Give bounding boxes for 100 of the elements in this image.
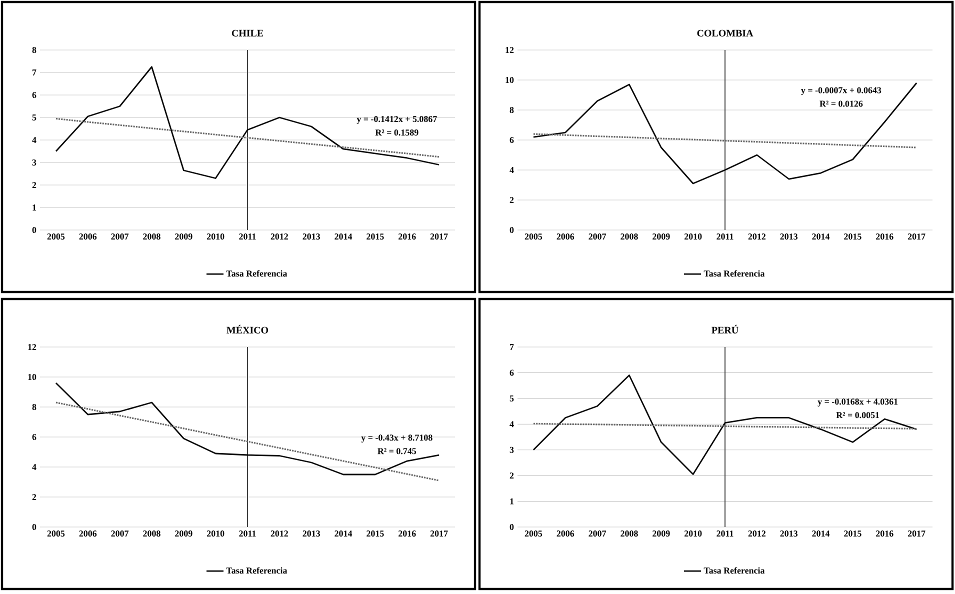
x-tick-label: 2014 xyxy=(812,234,830,240)
annotation: R² = 0.1589 xyxy=(375,129,418,136)
x-tick-label: 2008 xyxy=(143,234,160,240)
x-tick-label: 2015 xyxy=(844,234,862,240)
x-tick-label: 2013 xyxy=(780,530,798,537)
x-tick-label: 2006 xyxy=(79,530,97,537)
x-tick-label: 2009 xyxy=(652,234,670,240)
x-tick-label: 2008 xyxy=(143,530,160,537)
x-tick-label: 2007 xyxy=(111,530,129,537)
y-tick-label: 4 xyxy=(510,421,514,428)
x-tick-label: 2010 xyxy=(684,234,702,240)
annotation: y = -0.43x + 8.7108 xyxy=(361,434,432,442)
y-tick-label: 3 xyxy=(32,159,36,166)
y-tick-label: 2 xyxy=(510,197,514,203)
y-tick-label: 6 xyxy=(510,370,514,376)
chart-title: COLOMBIA xyxy=(697,30,754,36)
x-tick-label: 2005 xyxy=(524,530,542,537)
y-tick-label: 1 xyxy=(32,204,36,210)
x-tick-label: 2013 xyxy=(302,530,320,537)
annotation: R² = 0.745 xyxy=(378,448,416,454)
x-tick-label: 2012 xyxy=(748,530,766,537)
legend-label: Tasa Referencia xyxy=(704,567,765,574)
x-tick-label: 2011 xyxy=(239,530,256,537)
y-tick-label: 12 xyxy=(506,47,514,53)
x-tick-label: 2013 xyxy=(780,234,798,240)
y-tick-label: 4 xyxy=(510,167,514,173)
x-tick-label: 2007 xyxy=(588,234,606,240)
x-tick-label: 2017 xyxy=(908,530,926,537)
x-tick-label: 2012 xyxy=(270,530,288,537)
y-tick-label: 0 xyxy=(32,524,36,530)
x-tick-label: 2014 xyxy=(812,530,830,537)
x-tick-label: 2015 xyxy=(844,530,862,537)
legend-label: Tasa Referencia xyxy=(704,270,765,277)
line-series xyxy=(55,382,440,476)
x-tick-label: 2015 xyxy=(366,234,384,240)
y-tick-label: 8 xyxy=(32,46,36,54)
y-tick-label: 4 xyxy=(32,464,36,470)
x-tick-label: 2007 xyxy=(111,234,129,240)
y-tick-label: 2 xyxy=(510,472,514,479)
y-tick-label: 5 xyxy=(510,395,514,402)
y-tick-label: 10 xyxy=(28,374,36,380)
line-series xyxy=(532,82,918,184)
x-tick-label: 2010 xyxy=(206,234,224,240)
x-tick-label: 2014 xyxy=(334,234,352,240)
line-series xyxy=(532,133,918,148)
x-tick-label: 2014 xyxy=(334,530,352,537)
x-tick-label: 2017 xyxy=(908,234,926,240)
y-tick-label: 7 xyxy=(510,344,514,350)
y-tick-label: 4 xyxy=(32,137,36,143)
x-tick-label: 2017 xyxy=(430,234,448,240)
y-tick-label: 6 xyxy=(32,92,36,98)
line-series xyxy=(532,374,918,475)
x-tick-label: 2010 xyxy=(206,530,224,537)
y-tick-label: 0 xyxy=(510,226,514,234)
chart-title: MÉXICO xyxy=(226,324,268,334)
x-tick-label: 2015 xyxy=(366,530,384,537)
x-tick-label: 2009 xyxy=(175,530,192,537)
x-tick-label: 2008 xyxy=(620,530,638,537)
y-tick-label: 0 xyxy=(32,226,36,234)
x-tick-label: 2012 xyxy=(270,234,288,240)
annotation: y = -0.1412x + 5.0867 xyxy=(356,116,437,124)
x-tick-label: 2007 xyxy=(588,530,606,537)
x-tick-label: 2013 xyxy=(302,234,320,240)
y-tick-label: 2 xyxy=(32,182,36,188)
x-tick-label: 2005 xyxy=(47,234,65,240)
x-tick-label: 2017 xyxy=(430,530,448,537)
y-tick-label: 0 xyxy=(510,524,514,530)
y-tick-label: 10 xyxy=(506,76,514,84)
x-tick-label: 2012 xyxy=(748,234,766,240)
y-tick-label: 7 xyxy=(32,70,36,76)
chart-title: CHILE xyxy=(232,30,264,36)
x-tick-label: 2006 xyxy=(556,234,574,240)
x-tick-label: 2016 xyxy=(876,530,894,537)
line-series xyxy=(55,402,440,482)
y-tick-label: 1 xyxy=(510,498,514,504)
annotation: y = -0.0168x + 4.0361 xyxy=(818,398,898,406)
annotation: y = -0.0007x + 0.0643 xyxy=(801,87,882,96)
y-tick-label: 8 xyxy=(32,404,36,410)
x-tick-label: 2016 xyxy=(398,530,416,537)
y-tick-label: 12 xyxy=(28,344,36,350)
x-tick-label: 2006 xyxy=(79,234,97,240)
x-tick-label: 2008 xyxy=(620,234,638,240)
x-tick-label: 2011 xyxy=(239,234,256,240)
x-tick-label: 2005 xyxy=(524,234,542,240)
x-tick-label: 2006 xyxy=(556,530,574,537)
legend-label: Tasa Referencia xyxy=(226,270,288,277)
y-tick-label: 3 xyxy=(510,446,514,453)
x-tick-label: 2011 xyxy=(716,234,734,240)
x-tick-label: 2011 xyxy=(716,530,734,537)
annotation: R² = 0.0051 xyxy=(836,412,880,418)
x-tick-label: 2016 xyxy=(398,234,416,240)
x-tick-label: 2009 xyxy=(652,530,670,537)
y-tick-label: 6 xyxy=(32,434,36,440)
chart-title: PERÚ xyxy=(712,324,738,334)
y-tick-label: 8 xyxy=(510,106,514,114)
y-tick-label: 6 xyxy=(510,136,514,144)
x-tick-label: 2009 xyxy=(175,234,192,240)
annotation: R² = 0.0126 xyxy=(820,100,863,107)
legend-label: Tasa Referencia xyxy=(226,567,288,574)
x-tick-label: 2016 xyxy=(876,234,894,240)
